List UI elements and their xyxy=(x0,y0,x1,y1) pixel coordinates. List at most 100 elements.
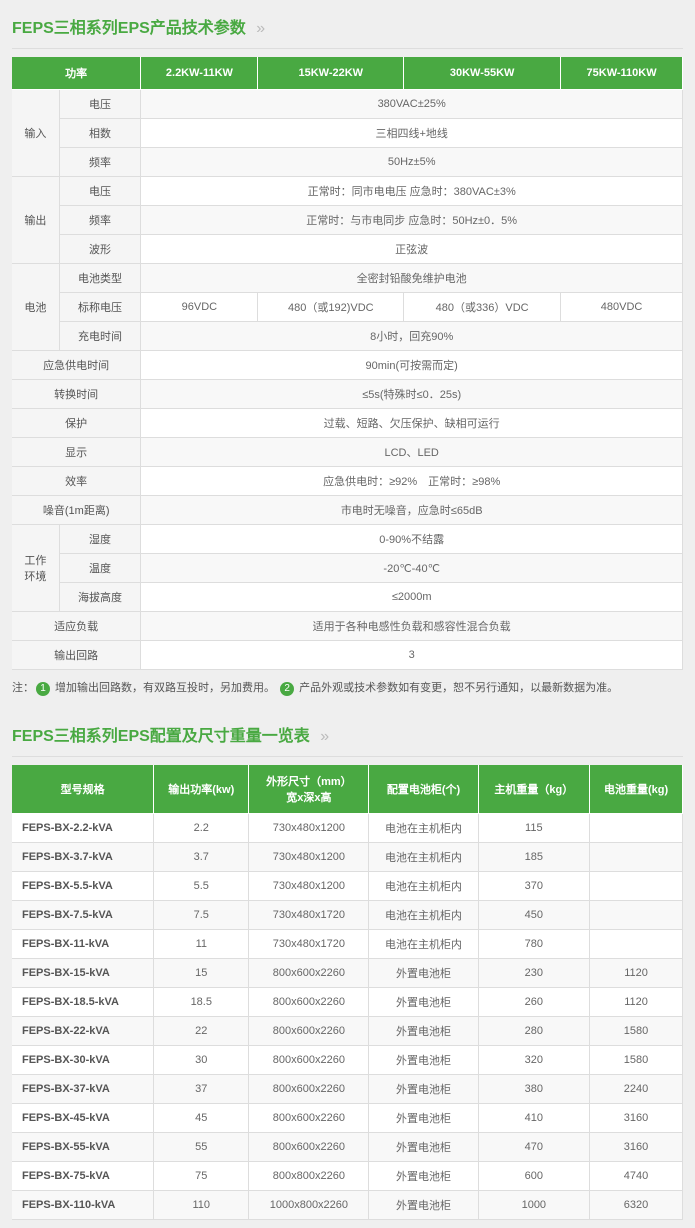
group-input: 输入 xyxy=(12,90,60,177)
row-value: 50Hz±5% xyxy=(141,148,683,177)
row-value: -20℃-40℃ xyxy=(141,554,683,583)
row-value: 96VDC xyxy=(141,293,258,322)
config-cell-model: FEPS-BX-22-kVA xyxy=(12,1017,154,1046)
row-label: 电压 xyxy=(60,177,142,206)
row-label: 应急供电时间 xyxy=(12,351,141,380)
config-cell: 5.5 xyxy=(154,872,249,901)
row-label: 显示 xyxy=(12,438,141,467)
row-value: LCD、LED xyxy=(141,438,683,467)
config-cell: 780 xyxy=(479,930,591,959)
config-cell: 110 xyxy=(154,1191,249,1220)
config-cell: 470 xyxy=(479,1133,591,1162)
row-label: 转换时间 xyxy=(12,380,141,409)
config-cell: 1000 xyxy=(479,1191,591,1220)
config-cell-model: FEPS-BX-75-kVA xyxy=(12,1162,154,1191)
row-label: 保护 xyxy=(12,409,141,438)
note-prefix: 注： xyxy=(12,682,34,694)
config-cell: 800x600x2260 xyxy=(249,1133,369,1162)
config-cell xyxy=(590,872,683,901)
config-row: FEPS-BX-30-kVA30800x600x2260外置电池柜3201580 xyxy=(12,1046,683,1075)
config-cell: 11 xyxy=(154,930,249,959)
row-value: 过载、短路、欠压保护、缺相可运行 xyxy=(141,409,683,438)
row-label: 输出回路 xyxy=(12,641,141,670)
section1-title-text: FEPS三相系列EPS产品技术参数 xyxy=(12,20,246,37)
config-cell: 30 xyxy=(154,1046,249,1075)
row-value: 正常时：同市电电压 应急时：380VAC±3% xyxy=(141,177,683,206)
row-value: ≤5s(特殊时≤0．25s) xyxy=(141,380,683,409)
config-row: FEPS-BX-22-kVA22800x600x2260外置电池柜2801580 xyxy=(12,1017,683,1046)
config-cell: 800x800x2260 xyxy=(249,1162,369,1191)
config-cell: 55 xyxy=(154,1133,249,1162)
row-value: 三相四线+地线 xyxy=(141,119,683,148)
config-cell: 730x480x1720 xyxy=(249,930,369,959)
th-range2: 15KW-22KW xyxy=(258,57,404,90)
spec-header-row: 功率 2.2KW-11KW 15KW-22KW 30KW-55KW 75KW-1… xyxy=(12,57,683,90)
config-cell: 260 xyxy=(479,988,591,1017)
config-cell: 电池在主机柜内 xyxy=(369,814,478,843)
config-cell: 2240 xyxy=(590,1075,683,1104)
row-value: 3 xyxy=(141,641,683,670)
row-value: 480VDC xyxy=(561,293,683,322)
config-cell: 450 xyxy=(479,901,591,930)
group-battery: 电池 xyxy=(12,264,60,351)
row-value: ≤2000m xyxy=(141,583,683,612)
config-cell: 外置电池柜 xyxy=(369,1191,478,1220)
note-badge-2: 2 xyxy=(280,682,294,696)
config-row: FEPS-BX-15-kVA15800x600x2260外置电池柜2301120 xyxy=(12,959,683,988)
config-cell: 185 xyxy=(479,843,591,872)
config-cell: 45 xyxy=(154,1104,249,1133)
note1-text: 增加输出回路数，有双路互投时，另加费用。 xyxy=(52,682,275,694)
config-cell: 外置电池柜 xyxy=(369,1017,478,1046)
group-output: 输出 xyxy=(12,177,60,264)
config-cell: 外置电池柜 xyxy=(369,1162,478,1191)
config-cell: 1120 xyxy=(590,988,683,1017)
config-cell: 外置电池柜 xyxy=(369,1104,478,1133)
config-cell: 800x600x2260 xyxy=(249,1017,369,1046)
config-cell: 外置电池柜 xyxy=(369,1075,478,1104)
config-cell: 800x600x2260 xyxy=(249,988,369,1017)
config-cell: 7.5 xyxy=(154,901,249,930)
config-th: 主机重量（kg） xyxy=(479,765,591,814)
section2-title: FEPS三相系列EPS配置及尺寸重量一览表 » xyxy=(12,716,683,757)
config-cell-model: FEPS-BX-5.5-kVA xyxy=(12,872,154,901)
config-cell-model: FEPS-BX-15-kVA xyxy=(12,959,154,988)
config-cell: 电池在主机柜内 xyxy=(369,930,478,959)
row-label: 海拔高度 xyxy=(60,583,142,612)
config-cell: 电池在主机柜内 xyxy=(369,901,478,930)
group-env: 工作 环境 xyxy=(12,525,60,612)
row-value: 全密封铅酸免维护电池 xyxy=(141,264,683,293)
row-label: 湿度 xyxy=(60,525,142,554)
th-range1: 2.2KW-11KW xyxy=(141,57,258,90)
config-cell: 370 xyxy=(479,872,591,901)
config-row: FEPS-BX-75-kVA75800x800x2260外置电池柜6004740 xyxy=(12,1162,683,1191)
config-cell xyxy=(590,814,683,843)
row-label: 电池类型 xyxy=(60,264,142,293)
chevron-icon: » xyxy=(256,20,263,37)
config-row: FEPS-BX-3.7-kVA3.7730x480x1200电池在主机柜内185 xyxy=(12,843,683,872)
config-th: 输出功率(kw) xyxy=(154,765,249,814)
row-label: 适应负载 xyxy=(12,612,141,641)
row-label: 频率 xyxy=(60,148,142,177)
config-cell: 6320 xyxy=(590,1191,683,1220)
row-value: 应急供电时：≥92% 正常时：≥98% xyxy=(141,467,683,496)
row-value: 正弦波 xyxy=(141,235,683,264)
config-cell: 1000x800x2260 xyxy=(249,1191,369,1220)
config-cell: 380 xyxy=(479,1075,591,1104)
th-range4: 75KW-110KW xyxy=(561,57,683,90)
config-th: 电池重量(kg) xyxy=(590,765,683,814)
config-cell: 320 xyxy=(479,1046,591,1075)
config-cell: 外置电池柜 xyxy=(369,1046,478,1075)
config-cell: 600 xyxy=(479,1162,591,1191)
row-value: 480（或192)VDC xyxy=(258,293,404,322)
config-row: FEPS-BX-7.5-kVA7.5730x480x1720电池在主机柜内450 xyxy=(12,901,683,930)
config-cell: 800x600x2260 xyxy=(249,1104,369,1133)
row-value: 市电时无噪音，应急时≤65dB xyxy=(141,496,683,525)
config-row: FEPS-BX-11-kVA11730x480x1720电池在主机柜内780 xyxy=(12,930,683,959)
th-power: 功率 xyxy=(12,57,141,90)
row-value: 正常时：与市电同步 应急时：50Hz±0．5% xyxy=(141,206,683,235)
config-cell-model: FEPS-BX-30-kVA xyxy=(12,1046,154,1075)
row-label: 效率 xyxy=(12,467,141,496)
config-cell: 75 xyxy=(154,1162,249,1191)
chevron-icon: » xyxy=(320,728,327,745)
config-cell: 800x600x2260 xyxy=(249,959,369,988)
